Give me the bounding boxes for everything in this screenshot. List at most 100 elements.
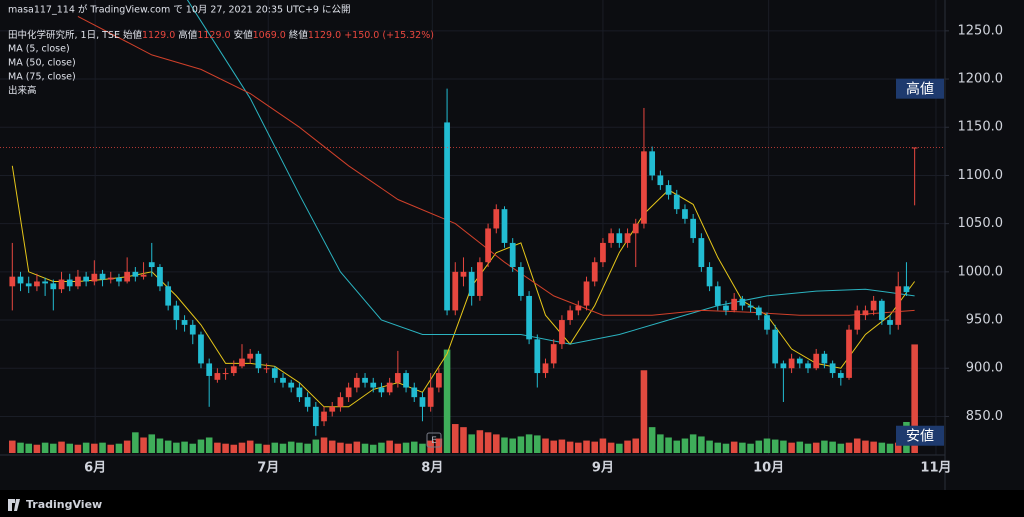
volume-bar xyxy=(739,442,746,453)
badge: 安値 xyxy=(906,429,934,445)
candle-body xyxy=(452,271,459,311)
volume-bar xyxy=(493,434,500,453)
volume-bar xyxy=(451,424,459,453)
plot-area xyxy=(0,0,945,453)
candle-body xyxy=(780,363,787,369)
candle-body xyxy=(435,373,442,388)
candle-body xyxy=(411,387,418,398)
volume-bar xyxy=(853,438,861,453)
badge-bg xyxy=(896,78,944,99)
candle-body xyxy=(403,373,409,388)
candle-body xyxy=(608,233,615,243)
legend-part: 始値 xyxy=(123,29,143,41)
volume-bar xyxy=(255,443,262,453)
volume-bar xyxy=(74,444,82,453)
candle-body xyxy=(222,373,229,375)
candle-body xyxy=(288,382,295,388)
candle-body xyxy=(542,363,549,374)
candle-body xyxy=(206,363,213,376)
volume-bar xyxy=(328,440,336,453)
badge-bg xyxy=(896,425,944,446)
volume-bar xyxy=(156,438,164,453)
candle-body xyxy=(624,233,631,243)
volume-bar xyxy=(845,442,853,453)
volume-bar xyxy=(476,430,484,453)
legend-part: +150.0 (+15.32%) xyxy=(344,30,434,41)
candle-body xyxy=(58,279,65,290)
logo-text: TradingView xyxy=(26,498,102,511)
volume-bar xyxy=(599,438,607,453)
volume-bar xyxy=(173,442,180,453)
candle-body xyxy=(116,277,122,282)
volume-bar xyxy=(263,444,270,453)
volume-bar xyxy=(616,443,623,453)
volume-bar xyxy=(419,443,426,453)
candle-body xyxy=(386,382,393,393)
volume-bar xyxy=(706,440,713,453)
candle-body xyxy=(723,305,729,311)
volume-bar xyxy=(689,434,697,453)
candle-body xyxy=(632,223,639,234)
volume-bar xyxy=(624,440,631,453)
volume-bar xyxy=(345,443,352,453)
candle-body xyxy=(157,267,163,287)
volume-bar xyxy=(796,441,804,453)
volume-bar xyxy=(197,439,205,453)
volume-bar xyxy=(82,442,90,453)
candle-body xyxy=(99,273,106,280)
volume-bar xyxy=(525,434,533,453)
candle-body xyxy=(550,344,557,364)
volume-bar xyxy=(443,349,451,453)
candle-body xyxy=(247,353,254,359)
candle-body xyxy=(870,300,877,311)
volume-bar xyxy=(99,442,106,453)
volume-bar xyxy=(501,437,508,453)
candle-body xyxy=(600,242,606,263)
candle-body xyxy=(34,281,40,287)
candle-body xyxy=(460,271,467,277)
candle-body xyxy=(132,271,139,277)
x-tick-label: 6月 xyxy=(84,461,106,476)
candle-body xyxy=(690,218,697,239)
candle-body xyxy=(353,377,360,388)
y-tick-label: 950.0 xyxy=(966,313,1003,328)
legend-entry: MA (50, close) xyxy=(8,58,76,69)
volume-bar xyxy=(804,443,812,453)
candle-body xyxy=(304,397,311,407)
candle-body xyxy=(296,387,303,398)
candle-body xyxy=(788,358,795,369)
legend-entry: 出来高 xyxy=(8,85,37,97)
volume-bar xyxy=(722,443,730,453)
candle-body xyxy=(181,320,188,325)
candle-body xyxy=(312,406,319,427)
candle-body xyxy=(165,286,172,306)
footer xyxy=(0,490,1024,517)
x-tick-label: 9月 xyxy=(592,461,614,476)
candle-body xyxy=(83,276,90,282)
candle-body xyxy=(230,366,237,374)
volume-bar xyxy=(41,442,49,453)
volume-bar xyxy=(353,441,361,453)
candle-body xyxy=(477,262,483,296)
candle-body xyxy=(214,373,221,380)
candle-body xyxy=(124,271,131,282)
candle-body xyxy=(706,267,713,287)
candle-body xyxy=(419,397,426,407)
candle-body xyxy=(772,329,779,364)
volume-bar xyxy=(164,440,172,453)
volume-bar xyxy=(296,442,303,453)
candle-body xyxy=(362,377,368,383)
volume-bar xyxy=(115,443,123,453)
candle-body xyxy=(148,262,155,268)
volume-bar xyxy=(107,444,115,453)
y-tick-label: 900.0 xyxy=(966,361,1003,376)
volume-bar xyxy=(837,443,845,453)
volume-bar xyxy=(181,441,188,453)
volume-bar xyxy=(632,438,640,453)
volume-bar xyxy=(148,434,156,453)
candle-body xyxy=(394,373,401,383)
candle-body xyxy=(66,279,73,287)
y-tick-label: 1100.0 xyxy=(958,168,1004,183)
candle-body xyxy=(198,334,204,364)
volume-bar xyxy=(484,432,492,453)
